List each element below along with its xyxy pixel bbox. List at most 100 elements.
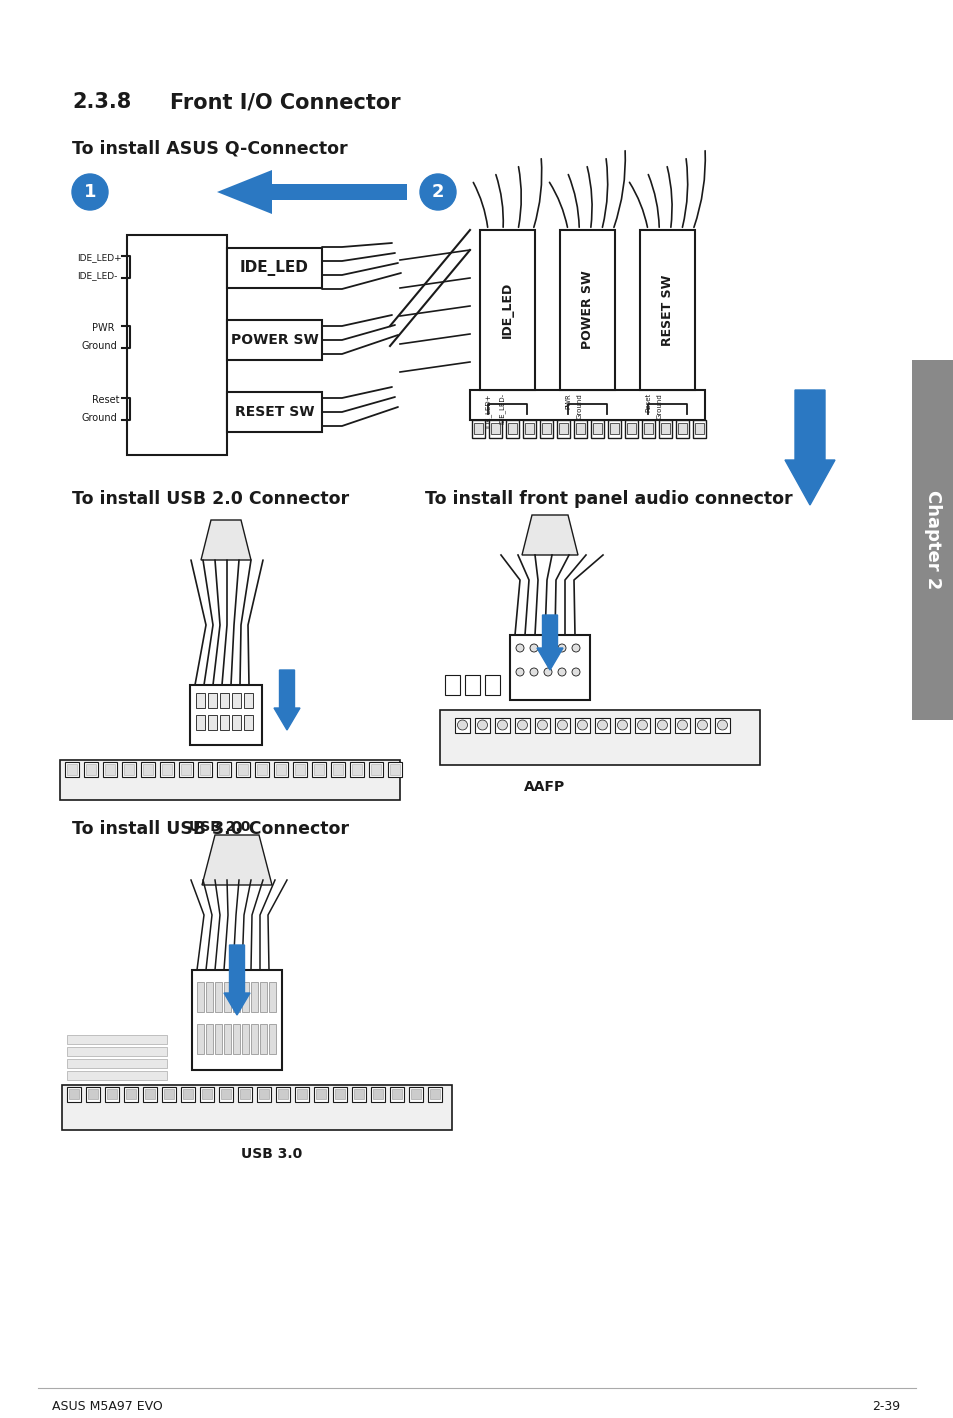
Bar [124, 1088, 138, 1102]
Bar [233, 1024, 240, 1054]
FancyArrow shape [274, 669, 299, 730]
Circle shape [537, 720, 547, 730]
Bar [214, 983, 222, 1012]
Bar [227, 391, 322, 432]
Bar [200, 1088, 213, 1102]
Circle shape [543, 668, 552, 676]
Circle shape [597, 720, 607, 730]
Bar [269, 983, 275, 1012]
Bar [695, 718, 709, 733]
Bar [350, 761, 364, 777]
Circle shape [517, 720, 527, 730]
Bar [428, 1088, 441, 1102]
Bar [224, 983, 231, 1012]
Polygon shape [60, 760, 399, 800]
Circle shape [530, 668, 537, 676]
Bar [88, 1089, 98, 1099]
Bar [179, 761, 193, 777]
Text: IDE_LED-: IDE_LED- [498, 393, 505, 424]
Bar [489, 420, 501, 438]
Bar [160, 761, 173, 777]
Bar [232, 715, 241, 730]
Circle shape [572, 644, 579, 652]
Bar [352, 764, 361, 776]
Bar [607, 420, 620, 438]
Bar [315, 1089, 326, 1099]
Bar [196, 1024, 204, 1054]
Bar [183, 1089, 193, 1099]
Text: To install USB 2.0 Connector: To install USB 2.0 Connector [71, 491, 349, 508]
Text: USB 2.0: USB 2.0 [189, 820, 251, 834]
Bar [67, 1088, 81, 1102]
Bar [455, 718, 470, 733]
Bar [251, 1024, 257, 1054]
Polygon shape [216, 170, 407, 214]
Bar [107, 1089, 117, 1099]
Bar [659, 420, 671, 438]
Bar [67, 1035, 167, 1044]
Bar [214, 1024, 222, 1054]
Bar [595, 718, 609, 733]
Bar [293, 761, 307, 777]
Circle shape [71, 174, 108, 210]
Bar [143, 1088, 157, 1102]
Circle shape [617, 720, 627, 730]
Text: POWER SW: POWER SW [580, 271, 594, 349]
Circle shape [657, 720, 667, 730]
Bar [164, 1089, 173, 1099]
Bar [314, 1088, 328, 1102]
Text: Ground: Ground [82, 413, 117, 423]
Text: AAFP: AAFP [524, 780, 565, 794]
Bar [515, 718, 530, 733]
Text: Ground: Ground [577, 393, 582, 418]
Circle shape [516, 644, 523, 652]
Bar [224, 1024, 231, 1054]
Polygon shape [439, 710, 760, 764]
Text: 2: 2 [432, 183, 444, 201]
Bar [198, 761, 212, 777]
Bar [464, 675, 479, 695]
Bar [275, 764, 286, 776]
FancyArrow shape [224, 944, 250, 1015]
Bar [202, 1089, 212, 1099]
Text: 2-39: 2-39 [871, 1400, 899, 1412]
Bar [235, 761, 250, 777]
Bar [558, 423, 567, 434]
Bar [219, 1088, 233, 1102]
Bar [124, 764, 133, 776]
Bar [244, 693, 253, 708]
Polygon shape [521, 515, 578, 554]
Bar [371, 1088, 385, 1102]
Bar [277, 1089, 288, 1099]
Text: 2.3.8: 2.3.8 [71, 92, 132, 112]
Bar [333, 1088, 347, 1102]
Text: Chapter 2: Chapter 2 [923, 491, 941, 590]
Bar [190, 685, 262, 744]
Bar [227, 320, 322, 360]
Bar [505, 420, 518, 438]
Text: POWER SW: POWER SW [231, 333, 318, 347]
Bar [86, 1088, 100, 1102]
Bar [635, 718, 649, 733]
Bar [559, 230, 615, 390]
Bar [208, 693, 216, 708]
Bar [274, 761, 288, 777]
Bar [335, 1089, 345, 1099]
Bar [208, 715, 216, 730]
Bar [260, 983, 267, 1012]
Bar [122, 761, 136, 777]
Bar [495, 718, 510, 733]
Bar [192, 970, 282, 1071]
Bar [141, 761, 154, 777]
Bar [388, 761, 401, 777]
Text: RESET SW: RESET SW [660, 274, 673, 346]
Bar [67, 1059, 167, 1068]
Bar [242, 1024, 249, 1054]
Circle shape [717, 720, 727, 730]
Bar [206, 983, 213, 1012]
Bar [296, 1089, 307, 1099]
Bar [639, 230, 695, 390]
Bar [143, 764, 152, 776]
Bar [593, 423, 601, 434]
Text: 1: 1 [84, 183, 96, 201]
